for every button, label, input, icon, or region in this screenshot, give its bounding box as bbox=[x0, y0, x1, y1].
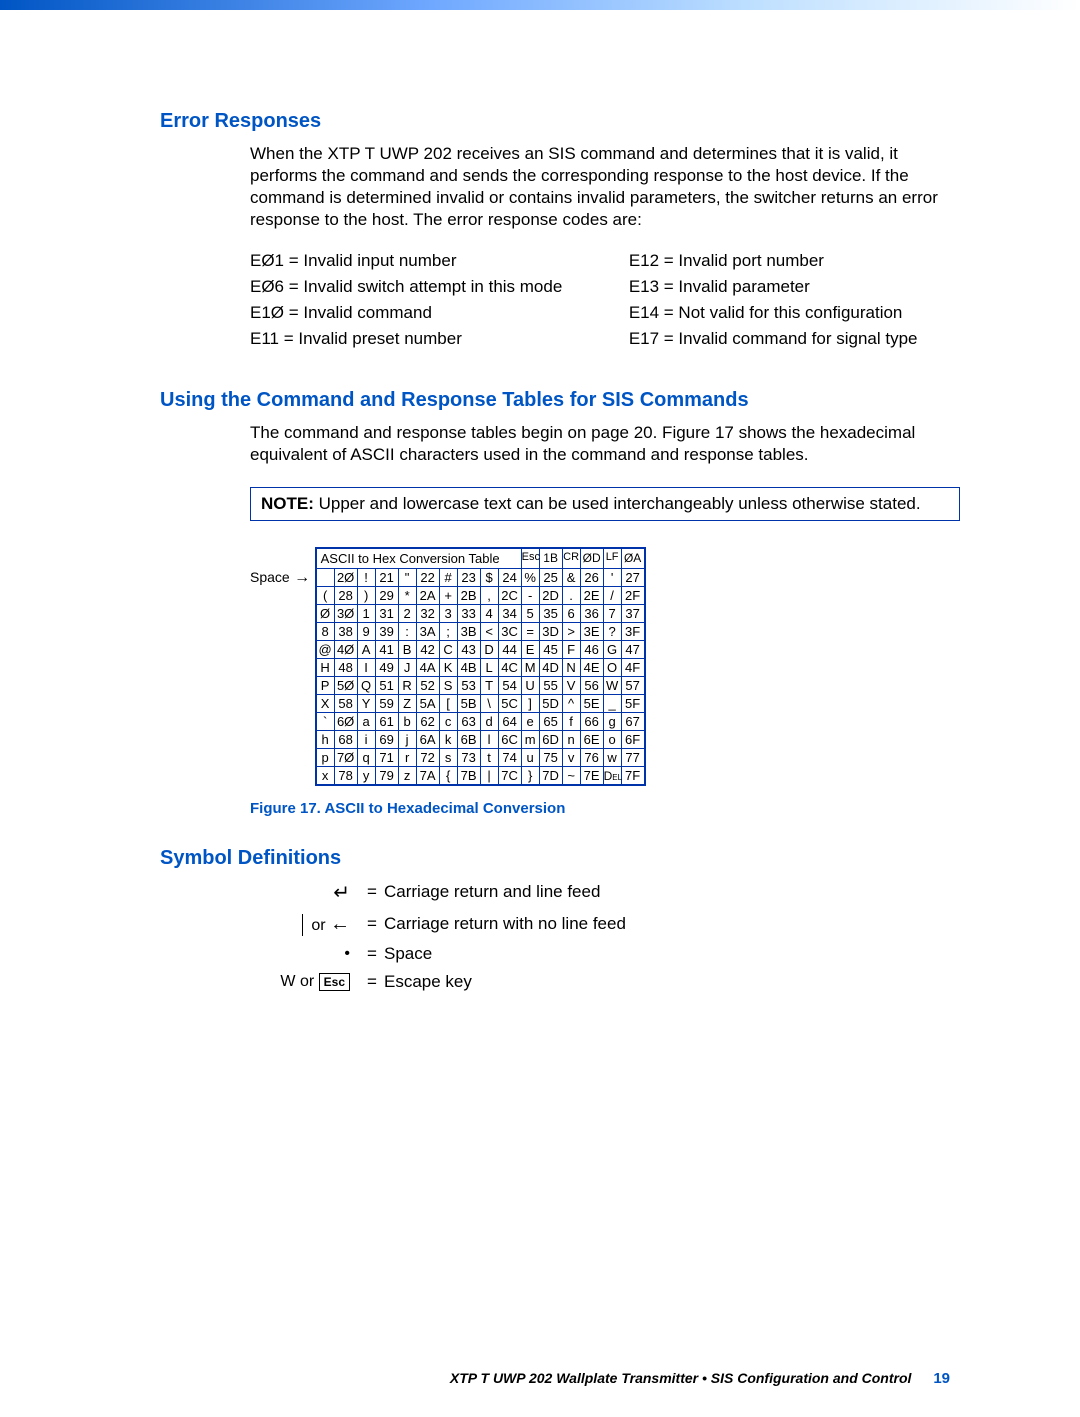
ascii-row: x78y79z7A{7B|7C}7D~7EDel7F bbox=[317, 767, 644, 784]
heading-symbol-definitions: Symbol Definitions bbox=[160, 847, 960, 870]
page-content: Error Responses When the XTP T UWP 202 r… bbox=[0, 10, 1080, 1370]
symbol-grid: ↵=Carriage return and line feed or ←=Car… bbox=[250, 880, 960, 993]
error-code-item: E17 = Invalid command for signal type bbox=[629, 329, 960, 349]
symbol-desc: Carriage return and line feed bbox=[384, 882, 960, 902]
space-arrow-icon: → bbox=[294, 569, 310, 587]
error-codes-grid: EØ1 = Invalid input number E12 = Invalid … bbox=[250, 251, 960, 349]
note-text: Upper and lowercase text can be used int… bbox=[314, 494, 921, 513]
symbol-equals: = bbox=[360, 972, 384, 992]
symbol-desc: Space bbox=[384, 944, 960, 964]
footer-text: XTP T UWP 202 Wallplate Transmitter • SI… bbox=[450, 1370, 912, 1386]
ascii-row: p7Øq71r72s73t74u75v76w77 bbox=[317, 749, 644, 767]
symbol-left: ↵ bbox=[250, 880, 360, 905]
figure-caption: Figure 17. ASCII to Hexadecimal Conversi… bbox=[250, 800, 960, 817]
ascii-row: X58Y59Z5A[5B\5C]5D^5E_5F bbox=[317, 695, 644, 713]
heading-using-tables: Using the Command and Response Tables fo… bbox=[160, 389, 960, 412]
ascii-row: h68i69j6Ak6Bl6Cm6Dn6Eo6F bbox=[317, 731, 644, 749]
error-code-item: E11 = Invalid preset number bbox=[250, 329, 605, 349]
symbol-desc: Escape key bbox=[384, 972, 960, 992]
ascii-conversion-table: ASCII to Hex Conversion TableEsc1BCRØDLF… bbox=[315, 547, 646, 786]
symbol-equals: = bbox=[360, 944, 384, 964]
error-code-item: E13 = Invalid parameter bbox=[629, 277, 960, 297]
space-label: Space bbox=[250, 569, 290, 585]
error-code-item: E14 = Not valid for this configuration bbox=[629, 303, 960, 323]
error-code-item: E12 = Invalid port number bbox=[629, 251, 960, 271]
ascii-wrap: Space → ASCII to Hex Conversion TableEsc… bbox=[250, 547, 960, 786]
ascii-row: P5ØQ51R52S53T54U55V56W57 bbox=[317, 677, 644, 695]
symbol-equals: = bbox=[360, 882, 384, 902]
error-code-item: E1Ø = Invalid command bbox=[250, 303, 605, 323]
symbol-left: W or Esc bbox=[250, 973, 360, 991]
top-accent-bar bbox=[0, 0, 1080, 10]
page-number: 19 bbox=[933, 1370, 950, 1387]
error-responses-para: When the XTP T UWP 202 receives an SIS c… bbox=[250, 143, 960, 231]
error-code-item: EØ1 = Invalid input number bbox=[250, 251, 605, 271]
note-box: NOTE: Upper and lowercase text can be us… bbox=[250, 487, 960, 521]
symbol-left: or ← bbox=[250, 913, 360, 937]
ascii-row: `6Øa61b62c63d64e65f66g67 bbox=[317, 713, 644, 731]
ascii-row: H48I49J4AK4BL4CM4DN4EO4F bbox=[317, 659, 644, 677]
ascii-title-row: ASCII to Hex Conversion TableEsc1BCRØDLF… bbox=[317, 549, 644, 569]
ascii-row: 2Ø!21"22#23$24%25&26'27 bbox=[317, 569, 644, 587]
ascii-row: 838939:3A;3B<3C=3D>3E?3F bbox=[317, 623, 644, 641]
ascii-row: Ø3Ø131232333434535636737 bbox=[317, 605, 644, 623]
note-label: NOTE: bbox=[261, 494, 314, 513]
symbol-left: • bbox=[250, 945, 360, 963]
page-footer: XTP T UWP 202 Wallplate Transmitter • SI… bbox=[0, 1370, 1080, 1417]
using-tables-para: The command and response tables begin on… bbox=[250, 422, 960, 466]
symbol-desc: Carriage return with no line feed bbox=[384, 914, 960, 934]
symbol-equals: = bbox=[360, 914, 384, 934]
ascii-row: @4ØA41B42C43D44E45F46G47 bbox=[317, 641, 644, 659]
error-code-item: EØ6 = Invalid switch attempt in this mod… bbox=[250, 277, 605, 297]
heading-error-responses: Error Responses bbox=[160, 110, 960, 133]
ascii-row: (28)29*2A+2B,2C-2D.2E/2F bbox=[317, 587, 644, 605]
